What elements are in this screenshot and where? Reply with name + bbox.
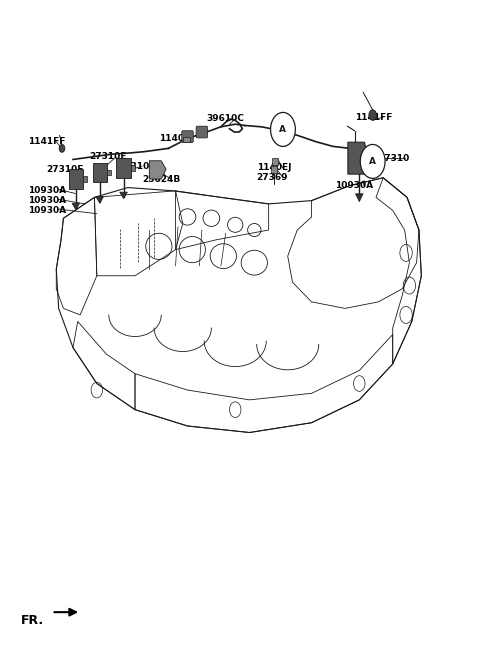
Polygon shape <box>96 197 104 203</box>
Polygon shape <box>356 194 363 201</box>
Polygon shape <box>83 176 87 182</box>
Text: 27310E: 27310E <box>90 152 127 161</box>
Polygon shape <box>348 142 368 174</box>
Text: 39610C: 39610C <box>206 114 244 123</box>
Polygon shape <box>183 136 190 142</box>
Polygon shape <box>271 166 277 173</box>
Text: 10930A: 10930A <box>28 186 66 195</box>
Text: 1141FF: 1141FF <box>28 137 65 146</box>
Text: A: A <box>279 125 287 134</box>
Text: 1141FF: 1141FF <box>355 113 392 121</box>
Polygon shape <box>131 165 135 171</box>
Polygon shape <box>93 163 107 182</box>
Circle shape <box>59 144 65 152</box>
Text: 27310E: 27310E <box>118 161 156 171</box>
Circle shape <box>271 112 295 146</box>
FancyBboxPatch shape <box>196 126 207 138</box>
Text: 10930A: 10930A <box>28 196 66 205</box>
Text: 10930A: 10930A <box>28 206 66 215</box>
Circle shape <box>360 144 385 178</box>
Polygon shape <box>120 192 127 199</box>
Text: 27310: 27310 <box>378 154 409 163</box>
Text: 10930A: 10930A <box>336 181 373 190</box>
Circle shape <box>369 110 376 120</box>
Text: FR.: FR. <box>21 614 44 627</box>
Text: 25624B: 25624B <box>142 174 180 184</box>
Polygon shape <box>273 158 278 165</box>
Text: 1140EJ: 1140EJ <box>159 134 193 143</box>
Polygon shape <box>107 170 111 175</box>
Text: A: A <box>369 157 376 166</box>
FancyBboxPatch shape <box>182 131 193 142</box>
Polygon shape <box>72 203 80 210</box>
Polygon shape <box>69 169 83 189</box>
Text: 27310E: 27310E <box>47 165 84 174</box>
Polygon shape <box>116 158 131 178</box>
Polygon shape <box>149 161 166 179</box>
Text: 1140EJ: 1140EJ <box>257 163 291 173</box>
Text: 27369: 27369 <box>257 173 288 182</box>
